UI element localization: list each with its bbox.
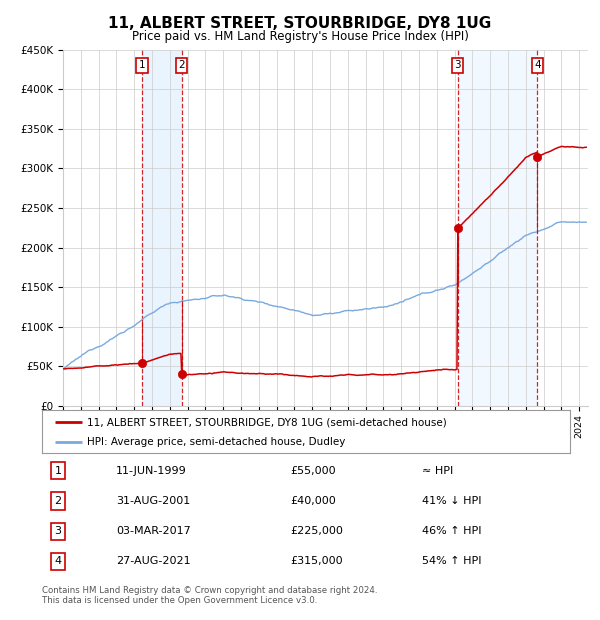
Text: 31-AUG-2001: 31-AUG-2001 [116,496,190,506]
Bar [142,50,182,406]
Text: 11, ALBERT STREET, STOURBRIDGE, DY8 1UG: 11, ALBERT STREET, STOURBRIDGE, DY8 1UG [109,16,491,31]
Text: 54% ↑ HPI: 54% ↑ HPI [422,557,482,567]
Text: 3: 3 [454,60,461,71]
Text: 3: 3 [55,526,61,536]
Text: 1: 1 [55,466,61,476]
Text: This data is licensed under the Open Government Licence v3.0.: This data is licensed under the Open Gov… [42,596,317,606]
Text: ≈ HPI: ≈ HPI [422,466,454,476]
Bar [458,50,538,406]
Text: Price paid vs. HM Land Registry's House Price Index (HPI): Price paid vs. HM Land Registry's House … [131,30,469,43]
Text: 2: 2 [54,496,61,506]
Text: £55,000: £55,000 [290,466,336,476]
Text: 11, ALBERT STREET, STOURBRIDGE, DY8 1UG (semi-detached house): 11, ALBERT STREET, STOURBRIDGE, DY8 1UG … [87,417,446,427]
Text: 46% ↑ HPI: 46% ↑ HPI [422,526,482,536]
Text: 4: 4 [54,557,61,567]
Text: 4: 4 [534,60,541,71]
Text: 41% ↓ HPI: 41% ↓ HPI [422,496,482,506]
Text: 03-MAR-2017: 03-MAR-2017 [116,526,191,536]
Text: Contains HM Land Registry data © Crown copyright and database right 2024.: Contains HM Land Registry data © Crown c… [42,586,377,595]
Text: £40,000: £40,000 [290,496,336,506]
Text: £225,000: £225,000 [290,526,343,536]
Text: 2: 2 [178,60,185,71]
Text: 27-AUG-2021: 27-AUG-2021 [116,557,191,567]
Text: 11-JUN-1999: 11-JUN-1999 [116,466,187,476]
Text: £315,000: £315,000 [290,557,343,567]
Text: HPI: Average price, semi-detached house, Dudley: HPI: Average price, semi-detached house,… [87,437,345,447]
Text: 1: 1 [139,60,145,71]
